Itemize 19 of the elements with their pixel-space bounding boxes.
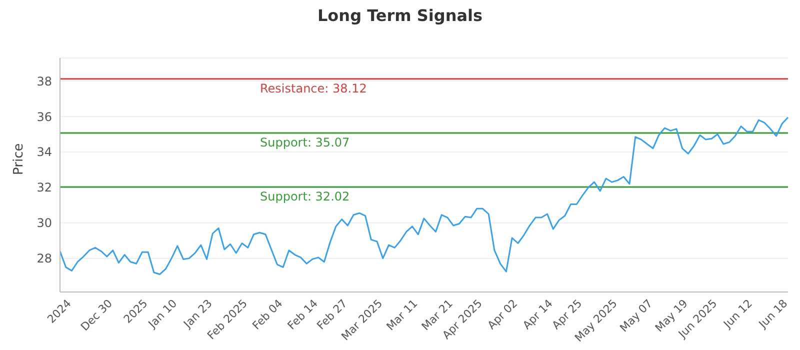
ref-line-label: Resistance: 38.12	[260, 81, 367, 96]
x-tick-label: Dec 30	[78, 296, 115, 334]
y-tick-label: 30	[36, 216, 52, 230]
y-tick-label: 32	[36, 180, 52, 195]
x-tick-label: Jun 12	[720, 296, 755, 332]
x-tick-label: Apr 02	[485, 296, 520, 332]
x-tick-label: Mar 11	[384, 296, 420, 334]
ref-line-label: Support: 35.07	[260, 136, 350, 150]
y-tick-label: 38	[36, 74, 52, 88]
x-tick-label: Jun 18	[756, 296, 790, 332]
y-tick-label: 36	[36, 110, 52, 124]
chart-title: Long Term Signals	[316, 6, 484, 25]
ref-line-label: Support: 32.02	[260, 190, 350, 204]
y-axis-title: Price	[12, 143, 27, 175]
x-tick-label: Feb 04	[250, 296, 286, 332]
x-tick-label: Jan 10	[145, 296, 180, 332]
line-series	[59, 116, 789, 276]
y-tick-label: 34	[36, 145, 52, 160]
y-tick-label: 28	[36, 252, 52, 266]
